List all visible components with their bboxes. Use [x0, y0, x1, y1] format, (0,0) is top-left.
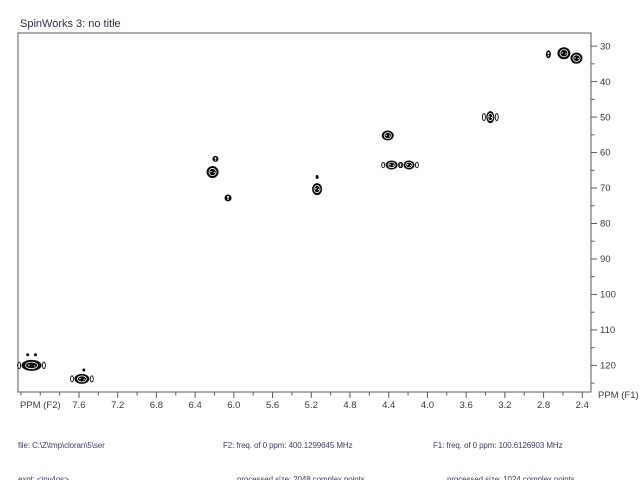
- nmr-peak: [481, 111, 499, 124]
- f2-tick-label: 4.4: [382, 400, 395, 411]
- nmr-peak: [33, 353, 37, 357]
- f2-tick-label: 3.2: [498, 400, 511, 411]
- nmr-peak: [399, 160, 419, 170]
- axis-labels: PPM (F2) PPM (F1): [20, 390, 639, 411]
- f1-tick-label: 30: [600, 41, 611, 52]
- plot-frame: [17, 32, 592, 393]
- nmr-peak: [82, 368, 86, 372]
- f1-tick-label: 90: [600, 254, 611, 265]
- nmr-peak: [312, 183, 323, 196]
- params-column-acquisition: file: C:\Z\tmp\cloran\5\ser expt: <inv4g…: [18, 418, 204, 480]
- f1-tick-label: 80: [600, 219, 611, 230]
- f1-tick-label: 110: [600, 325, 615, 336]
- f2-tick-label: 4.0: [421, 400, 434, 411]
- f2-tick-label: 5.2: [305, 400, 318, 411]
- f1-tick-label: 50: [600, 112, 611, 123]
- param-line: F1: freq. of 0 ppm: 100.6126903 MHz: [433, 441, 563, 451]
- f2-tick-label: 7.6: [72, 400, 85, 411]
- param-line: F2: freq. of 0 ppm: 400.1299645 MHz: [223, 441, 353, 451]
- f2-tick-label: 6.4: [189, 400, 202, 411]
- nmr-peak: [224, 194, 232, 202]
- f2-tick-label: 5.6: [266, 400, 279, 411]
- nmr-peak: [381, 160, 402, 170]
- nmr-peak: [557, 47, 571, 60]
- nmr-peak: [381, 130, 394, 141]
- nmr-peak: [17, 359, 46, 371]
- params-column-f1: F1: freq. of 0 ppm: 100.6126903 MHz proc…: [433, 418, 575, 480]
- f2-tick-label: 3.6: [460, 400, 473, 411]
- f2-tick-label: 4.8: [343, 400, 356, 411]
- f1-tick-label: 70: [600, 183, 611, 194]
- param-line: expt: <inv4gs>: [18, 475, 69, 480]
- f2-tick-label: 2.4: [576, 400, 589, 411]
- nmr-peak: [70, 373, 94, 384]
- peaks-layer: [17, 47, 583, 384]
- f2-tick-label: 2.8: [537, 400, 550, 411]
- f1-tick-label: 100: [600, 290, 616, 301]
- param-line: processed size: 2048 complex points: [237, 475, 365, 480]
- f1-tick-label: 60: [600, 148, 611, 159]
- nmr-peak: [206, 166, 219, 179]
- param-line: file: C:\Z\tmp\cloran\5\ser: [18, 441, 105, 451]
- f2-tick-label: 6.8: [150, 400, 163, 411]
- nmr-peak: [570, 52, 583, 64]
- param-line: processed size: 1024 complex points: [447, 475, 575, 480]
- f2-tick-label: 7.2: [111, 400, 124, 411]
- f1-tick-label: 40: [600, 77, 611, 88]
- f2-tick-label: 6.0: [227, 400, 240, 411]
- nmr-peak: [315, 175, 319, 180]
- nmr-peak: [545, 50, 551, 59]
- f2-axis-ticks: 7.6 7.2 6.8 6.4 6.0 5.6 5.2 4.8 4.4 4.0 3.6 3.2 2.8 2…: [20, 392, 589, 411]
- f1-axis-label: PPM (F1): [598, 390, 639, 401]
- plot-frame-border: [17, 32, 592, 393]
- plot-title: SpinWorks 3: no title: [20, 18, 121, 30]
- f2-axis-label: PPM (F2): [20, 400, 61, 411]
- params-column-f2: F2: freq. of 0 ppm: 400.1299645 MHz proc…: [223, 418, 365, 480]
- f1-tick-label: 120: [600, 361, 616, 372]
- f1-axis-ticks: 30 40 50 60 70 80 90 100 110 120: [591, 41, 616, 384]
- nmr-peak: [212, 155, 219, 162]
- nmr-peak: [26, 353, 30, 357]
